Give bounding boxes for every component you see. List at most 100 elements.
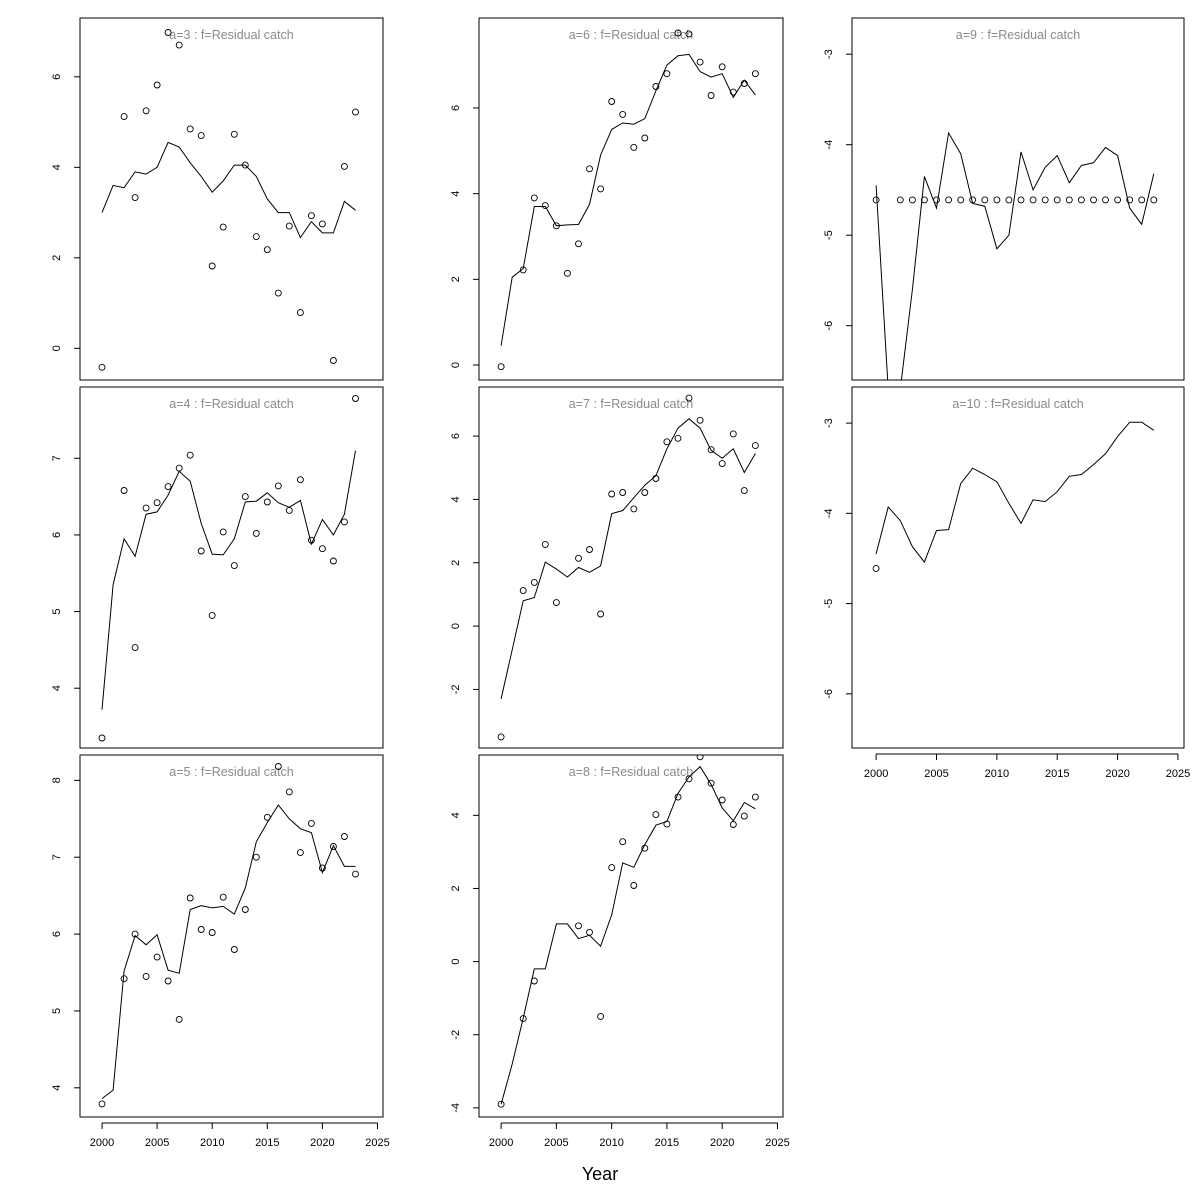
observed-point: [740, 812, 748, 820]
observed-point: [663, 70, 671, 78]
observed-point: [497, 733, 505, 741]
observed-point: [586, 928, 593, 936]
observed-point: [1077, 196, 1085, 204]
observed-point: [641, 134, 649, 142]
panel-title: a=5 : f=Residual catch: [169, 765, 293, 779]
y-tick-label: 6: [450, 105, 462, 111]
observed-point: [1005, 196, 1013, 204]
fitted-line: [101, 141, 356, 239]
observed-point: [175, 1015, 183, 1023]
panel-frame: [851, 386, 1185, 749]
observed-point: [597, 185, 605, 193]
panel-frame: [478, 386, 784, 749]
observed-point: [718, 460, 726, 468]
observed-point: [597, 1012, 605, 1020]
observed-point: [318, 864, 326, 872]
x-tick-label: 2005: [924, 768, 948, 780]
observed-point: [1017, 196, 1025, 204]
observed-point: [285, 788, 293, 796]
observed-point: [619, 110, 627, 118]
observed-point: [197, 547, 205, 555]
observed-point: [329, 357, 337, 364]
observed-point: [872, 196, 880, 204]
observed-point: [619, 838, 627, 846]
observed-point: [519, 1015, 527, 1023]
y-tick-label: -5: [823, 599, 835, 609]
observed-point: [586, 165, 593, 173]
observed-point: [1041, 196, 1049, 204]
observed-point: [208, 611, 216, 619]
observed-point: [219, 223, 227, 231]
panel-a=6: a=6 : f=Residual catch 0 2 4 6: [450, 17, 784, 381]
observed-point: [674, 29, 682, 37]
observed-point: [707, 779, 715, 787]
observed-point: [530, 977, 538, 985]
observed-point: [120, 975, 128, 983]
x-tick-label: 2015: [255, 1137, 279, 1149]
panel-title: a=9 : f=Residual catch: [956, 28, 1080, 42]
observed-point: [619, 489, 627, 496]
observed-point: [969, 196, 977, 204]
observed-point: [1090, 196, 1097, 204]
observed-point: [175, 464, 183, 472]
observed-point: [652, 83, 660, 90]
observed-point: [318, 220, 326, 228]
observed-point: [131, 930, 139, 938]
observed-point: [729, 88, 737, 96]
observed-point: [285, 222, 293, 230]
observed-point: [98, 1100, 106, 1108]
observed-point: [219, 528, 227, 536]
observed-point: [933, 196, 940, 204]
observed-point: [696, 58, 704, 66]
observed-point: [153, 81, 161, 89]
y-tick-label: 8: [51, 777, 63, 783]
panel-frame: [79, 17, 384, 381]
y-tick-label: 6: [51, 74, 63, 80]
observed-point: [175, 41, 183, 49]
observed-point: [630, 882, 638, 889]
x-axis-label: Year: [582, 1164, 618, 1184]
plot-area: [497, 29, 759, 371]
observed-point: [252, 853, 260, 861]
observed-point: [241, 161, 249, 169]
plot-area: [98, 29, 359, 371]
panel-title: a=10 : f=Residual catch: [952, 397, 1083, 411]
observed-point: [608, 98, 616, 105]
panel-a=7: a=7 : f=Residual catch -2 0 2 4 6: [450, 386, 784, 749]
observed-point: [652, 811, 660, 819]
observed-point: [707, 92, 715, 99]
y-tick-label: 0: [51, 345, 63, 351]
observed-point: [318, 545, 326, 553]
observed-point: [153, 953, 161, 961]
observed-point: [1029, 196, 1037, 204]
y-tick-label: -4: [823, 140, 835, 150]
observed-point: [641, 489, 649, 496]
observed-point: [274, 289, 282, 297]
fitted-line: [101, 450, 356, 710]
observed-point: [263, 246, 271, 254]
observed-point: [197, 926, 205, 933]
y-tick-label: 0: [450, 362, 462, 368]
y-tick-label: 4: [450, 812, 462, 818]
y-tick-label: 4: [51, 685, 63, 691]
observed-point: [497, 363, 505, 371]
observed-point: [751, 70, 759, 78]
observed-point: [908, 196, 916, 204]
observed-point: [663, 820, 671, 828]
y-tick-label: 6: [51, 532, 63, 538]
observed-point: [530, 578, 538, 586]
observed-point: [186, 125, 194, 133]
observed-point: [519, 266, 527, 274]
observed-point: [1126, 196, 1134, 204]
observed-point: [98, 734, 106, 742]
observed-point: [707, 446, 715, 454]
y-tick-label: 2: [450, 885, 462, 891]
observed-point: [663, 438, 671, 446]
y-tick-label: -4: [450, 1103, 462, 1113]
observed-point: [718, 63, 726, 71]
observed-point: [296, 309, 304, 317]
plot-area: [872, 131, 1158, 380]
observed-point: [263, 498, 271, 506]
x-tick-label: 2015: [655, 1137, 679, 1149]
